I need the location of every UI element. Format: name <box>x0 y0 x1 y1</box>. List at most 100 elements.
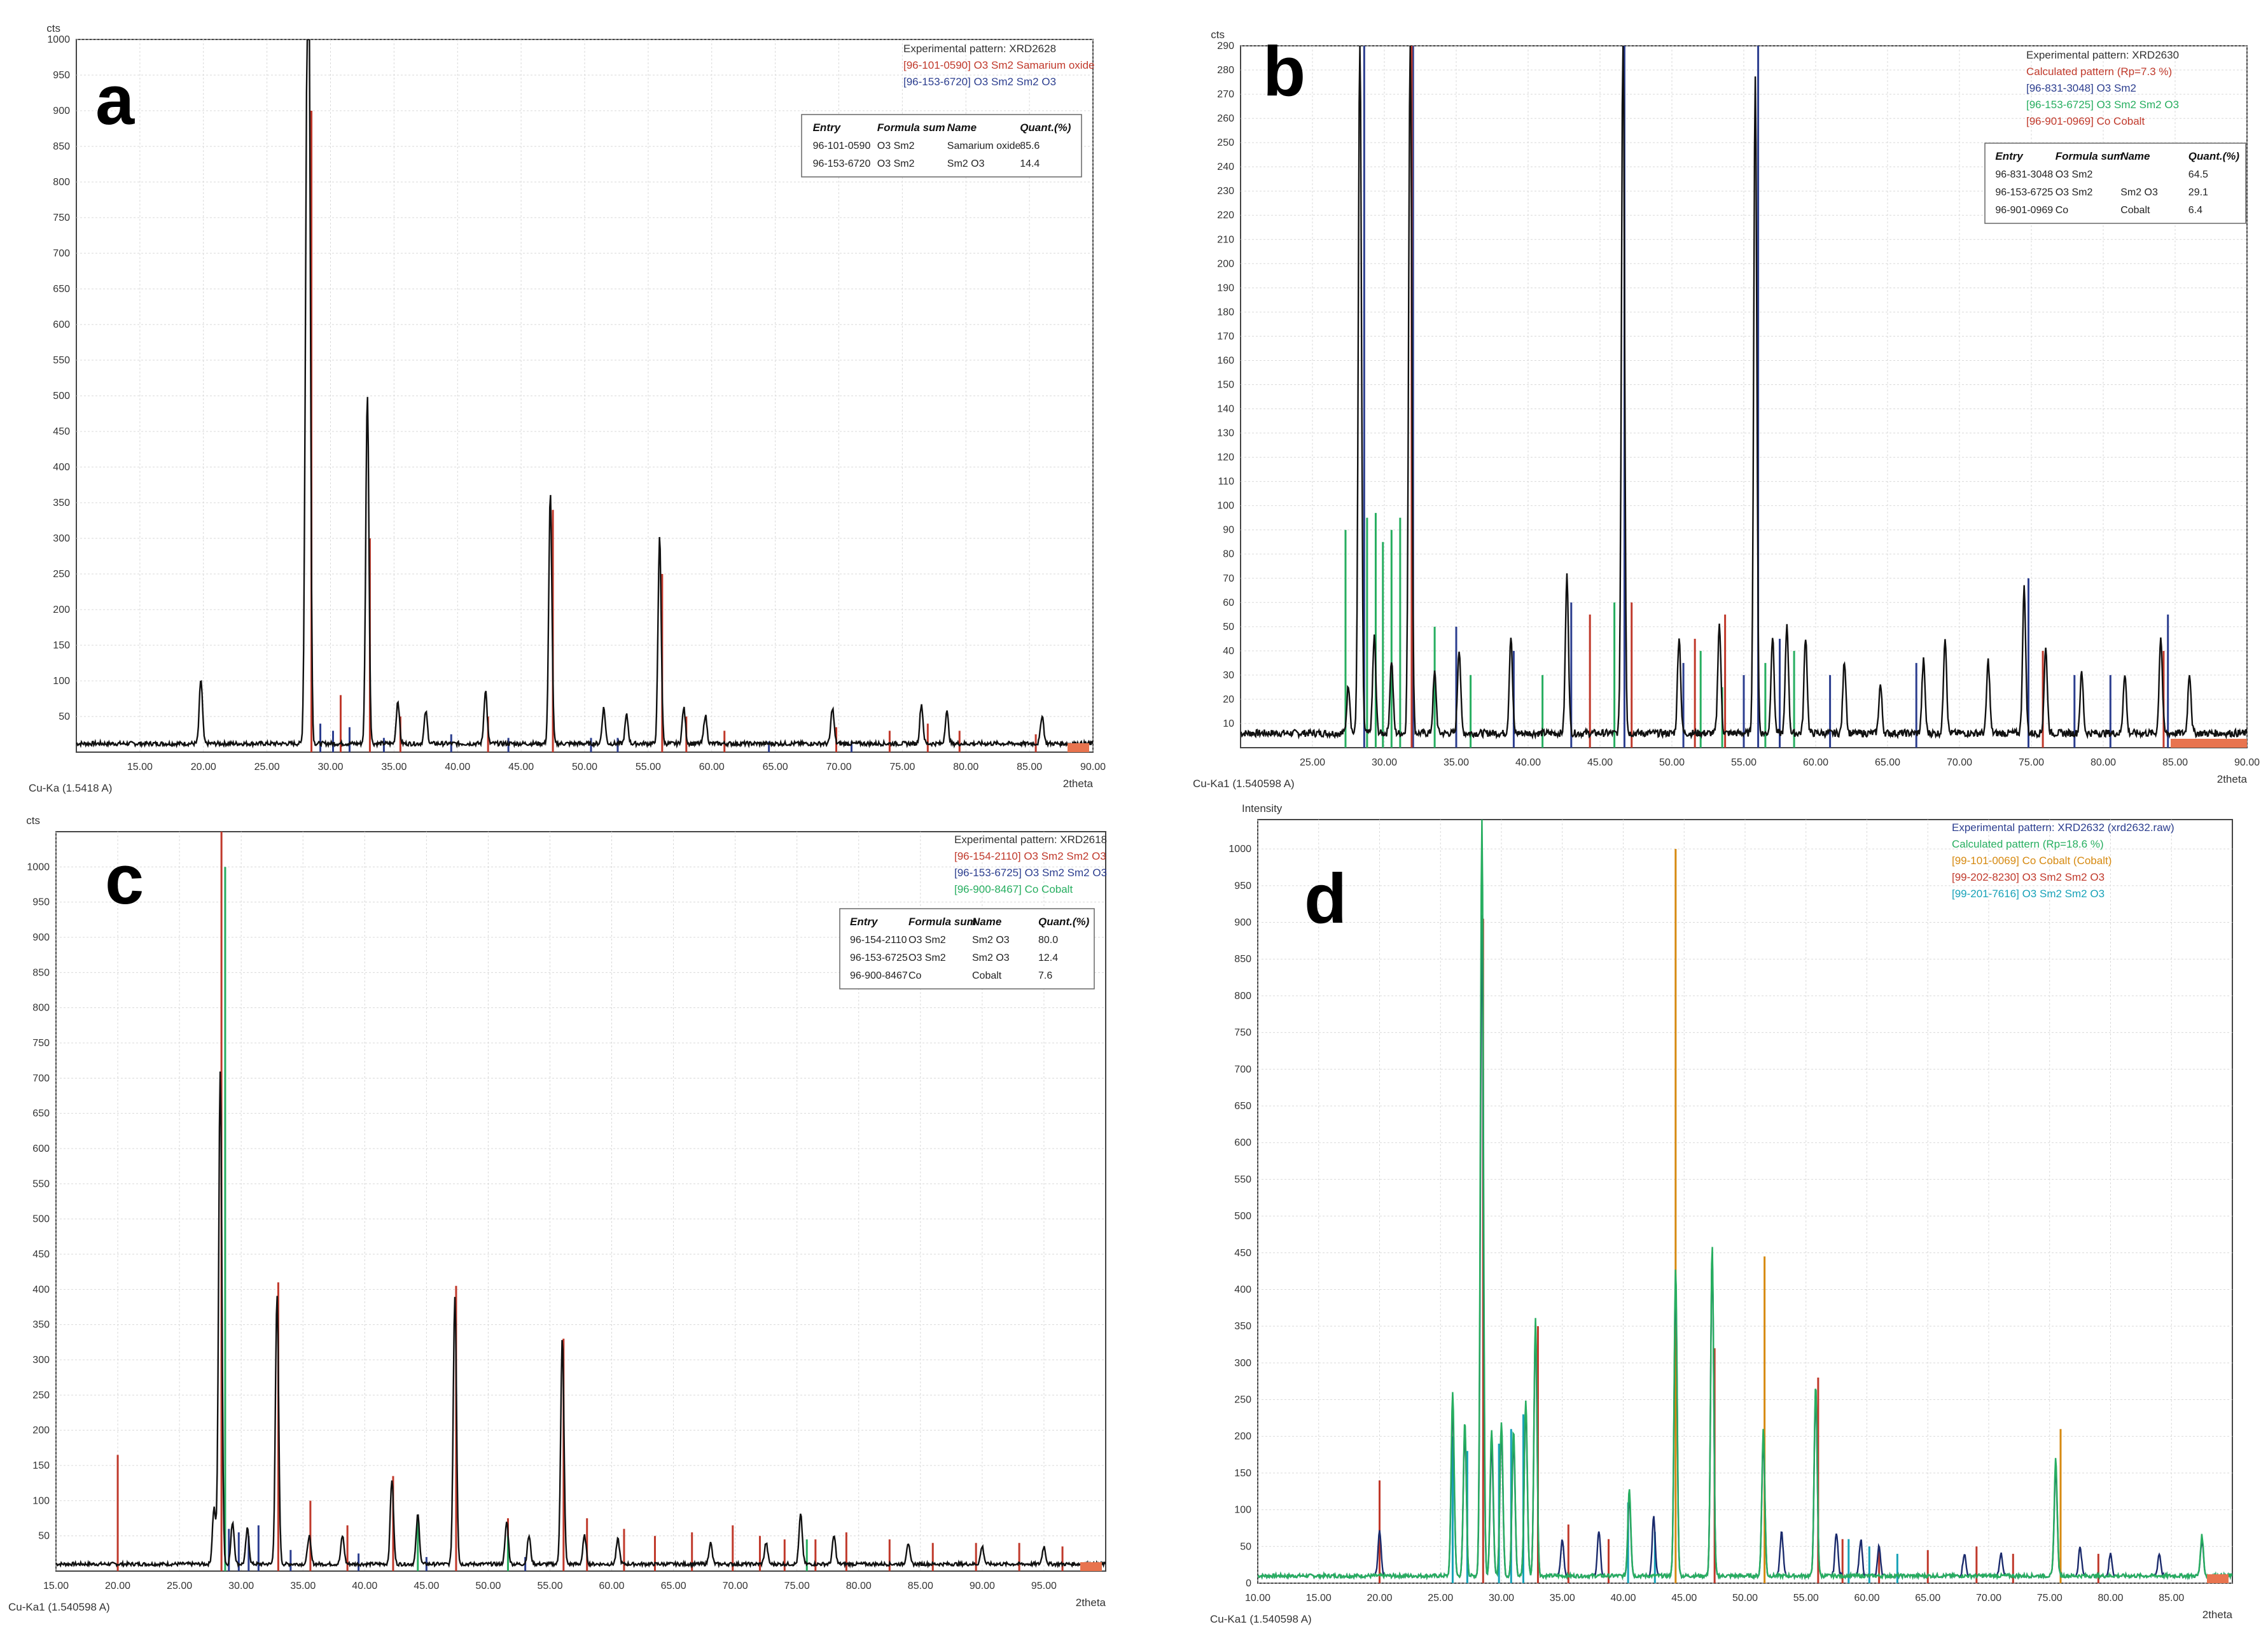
x-tick-label: 65.00 <box>1875 757 1900 768</box>
x-tick-label: 75.00 <box>784 1581 810 1591</box>
quant-table-header: Entry <box>850 916 879 928</box>
legend-entry: Calculated pattern (Rp=7.3 %) <box>2026 66 2172 78</box>
profile-line-experimental <box>56 1071 1106 1569</box>
y-tick-label: 40 <box>1223 646 1234 657</box>
quant-table-cell: Sm2 O3 <box>2120 187 2158 198</box>
x-tick-label: 90.00 <box>2234 757 2260 768</box>
y-tick-label: 200 <box>32 1425 50 1436</box>
plot-area <box>56 832 1106 1571</box>
y-tick-label: 850 <box>32 967 50 978</box>
y-tick-label: 250 <box>32 1390 50 1401</box>
x-tick-label: 25.00 <box>1428 1593 1453 1604</box>
profile-line-experimental <box>1241 46 2247 740</box>
x-tick-label: 30.00 <box>1489 1593 1514 1604</box>
quant-table-cell: Cobalt <box>972 970 1002 981</box>
legend-entry: [99-202-8230] O3 Sm2 Sm2 O3 <box>1952 871 2105 883</box>
panel-d: 0 50 100 150 200 250 300 350 400 450 500 550 600 650 7… <box>1210 802 2233 1625</box>
y-tick-label: 1000 <box>1228 844 1251 855</box>
quant-table-cell: O3 Sm2 <box>2056 187 2093 198</box>
y-tick-label: 450 <box>32 1249 50 1260</box>
y-tick-label: 650 <box>32 1108 50 1119</box>
x-tick-label: 50.00 <box>1732 1593 1758 1604</box>
x-tick-label: 80.00 <box>2098 1593 2123 1604</box>
x-tick-label: 35.00 <box>290 1581 316 1591</box>
x-tick-label: 60.00 <box>699 762 725 773</box>
y-tick-label: 300 <box>1234 1358 1251 1369</box>
x-tick-label: 25.00 <box>254 762 280 773</box>
x-tick-label: 55.00 <box>1793 1593 1819 1604</box>
quant-table-cell: O3 Sm2 <box>908 935 946 946</box>
x-tick-label: 50.00 <box>475 1581 501 1591</box>
wavelength-label: Cu-Ka1 (1.540598 A) <box>8 1601 110 1613</box>
profile-line-experimental <box>76 39 1093 749</box>
y-tick-label: 190 <box>1217 283 1234 293</box>
x-tick-label: 45.00 <box>414 1581 439 1591</box>
y-tick-label: 150 <box>32 1460 50 1471</box>
x-axis-label: 2theta <box>2202 1609 2233 1621</box>
y-tick-label: 800 <box>1234 991 1251 1002</box>
y-tick-label: 750 <box>53 213 70 223</box>
x-tick-label: 15.00 <box>1306 1593 1332 1604</box>
y-tick-label: 160 <box>1217 355 1234 366</box>
y-tick-label: 600 <box>53 319 70 330</box>
panel-letter: a <box>95 61 135 139</box>
y-tick-label: 250 <box>1234 1395 1251 1406</box>
y-tick-label: 850 <box>1234 954 1251 965</box>
panel-letter: d <box>1304 860 1347 938</box>
quant-table-header: Name <box>947 122 977 134</box>
legend-entry: Experimental pattern: XRD2628 <box>903 43 1056 55</box>
quant-table-cell: 12.4 <box>1038 953 1058 963</box>
y-tick-label: 700 <box>32 1073 50 1084</box>
quant-table-cell: O3 Sm2 <box>908 953 946 963</box>
legend-entry: Experimental pattern: XRD2632 (xrd2632.r… <box>1952 822 2174 834</box>
quant-table-cell: O3 Sm2 <box>2056 169 2093 180</box>
range-marker <box>1080 1562 1102 1571</box>
x-tick-label: 45.00 <box>508 762 534 773</box>
y-tick-label: 250 <box>1217 137 1234 148</box>
quant-table-cell: 14.4 <box>1020 158 1040 169</box>
y-tick-label: 900 <box>1234 918 1251 928</box>
y-tick-label: 450 <box>53 426 70 437</box>
quant-table-cell: 96-901-0969 <box>1995 205 2053 216</box>
x-tick-label: 25.00 <box>167 1581 192 1591</box>
y-tick-label: 0 <box>1246 1578 1251 1589</box>
x-tick-label: 55.00 <box>1731 757 1757 768</box>
x-tick-label: 70.00 <box>723 1581 748 1591</box>
legend-entry: [96-101-0590] O3 Sm2 Samarium oxide <box>903 59 1095 71</box>
quant-table-cell: Cobalt <box>2120 205 2150 216</box>
x-tick-label: 75.00 <box>2019 757 2044 768</box>
y-tick-label: 260 <box>1217 113 1234 124</box>
legend-entry: Experimental pattern: XRD2618 <box>954 834 1107 846</box>
wavelength-label: Cu-Ka1 (1.540598 A) <box>1193 778 1295 790</box>
y-tick-label: 120 <box>1217 452 1234 463</box>
y-tick-label: 170 <box>1217 331 1234 342</box>
legend-entry: [96-901-0969] Co Cobalt <box>2026 115 2145 127</box>
y-tick-label: 90 <box>1223 525 1234 536</box>
quant-table-header: Entry <box>813 122 842 134</box>
quant-table-cell: 96-831-3048 <box>1995 169 2053 180</box>
quant-table-cell: O3 Sm2 <box>877 158 915 169</box>
x-tick-label: 15.00 <box>127 762 153 773</box>
x-tick-label: 70.00 <box>1976 1593 2001 1604</box>
quant-table-cell: 96-153-6725 <box>1995 187 2053 198</box>
legend-entry: [96-153-6720] O3 Sm2 Sm2 O3 <box>903 76 1056 88</box>
quant-table-header: Entry <box>1995 150 2024 162</box>
y-tick-label: 50 <box>59 711 70 722</box>
y-axis-label: cts <box>1211 29 1225 41</box>
plot-area <box>76 39 1093 752</box>
legend-entry: Calculated pattern (Rp=18.6 %) <box>1952 838 2104 850</box>
quant-table-cell: Co <box>908 970 922 981</box>
y-tick-label: 350 <box>1234 1321 1251 1332</box>
y-tick-label: 950 <box>1234 881 1251 891</box>
plot-area <box>1241 46 2247 748</box>
x-tick-label: 70.00 <box>826 762 851 773</box>
y-axis-label: cts <box>46 22 60 34</box>
y-tick-label: 290 <box>1217 41 1234 52</box>
y-tick-label: 600 <box>32 1143 50 1154</box>
panel-b: 10 20 30 40 50 60 70 80 90 100 110 120 130 140 150 160 1… <box>1193 29 2260 790</box>
x-tick-label: 90.00 <box>970 1581 995 1591</box>
x-tick-label: 30.00 <box>1372 757 1397 768</box>
y-tick-label: 550 <box>53 355 70 366</box>
quant-table-cell: 96-154-2110 <box>850 935 907 946</box>
